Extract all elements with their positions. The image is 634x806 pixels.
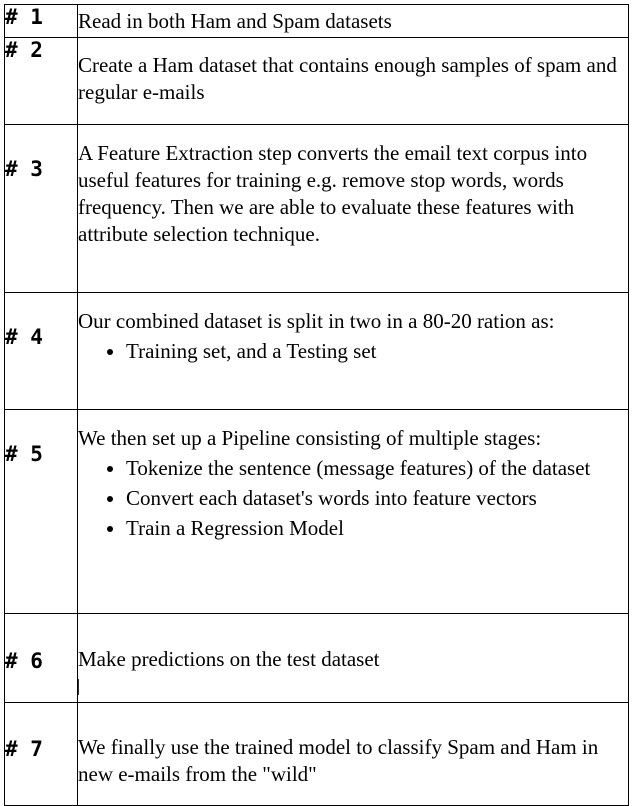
bullet-item: Train a Regression Model	[126, 515, 628, 542]
step-row-1: # 1 Read in both Ham and Spam datasets	[4, 4, 629, 38]
step-number: # 6	[4, 613, 78, 703]
step-number: # 4	[4, 292, 78, 410]
step-text: Our combined dataset is split in two in …	[78, 309, 555, 333]
step-text: We then set up a Pipeline consisting of …	[78, 426, 542, 450]
step-row-5: # 5 We then set up a Pipeline consisting…	[4, 409, 629, 614]
step-text: Make predictions on the test dataset	[78, 647, 380, 671]
step-row-2: # 2 Create a Ham dataset that contains e…	[4, 37, 629, 125]
step-description: A Feature Extraction step converts the e…	[77, 124, 629, 293]
bullet-item: Tokenize the sentence (message features)…	[126, 455, 628, 482]
step-description: Read in both Ham and Spam datasets	[77, 4, 629, 38]
step-description: We finally use the trained model to clas…	[77, 702, 629, 806]
bullet-item: Convert each dataset's words into featur…	[126, 485, 628, 512]
step-row-6: # 6 Make predictions on the test dataset	[4, 613, 629, 703]
step-description: Our combined dataset is split in two in …	[77, 292, 629, 410]
step-row-7: # 7 We finally use the trained model to …	[4, 702, 629, 806]
step-number: # 5	[4, 409, 78, 614]
step-number: # 1	[4, 4, 78, 38]
bullet-list: Training set, and a Testing set	[78, 338, 628, 365]
steps-table: # 1 Read in both Ham and Spam datasets #…	[4, 4, 629, 806]
step-row-4: # 4 Our combined dataset is split in two…	[4, 292, 629, 410]
step-description: Create a Ham dataset that contains enoug…	[77, 37, 629, 125]
step-description: We then set up a Pipeline consisting of …	[77, 409, 629, 614]
step-row-3: # 3 A Feature Extraction step converts t…	[4, 124, 629, 293]
bullet-item: Training set, and a Testing set	[126, 338, 628, 365]
step-description: Make predictions on the test dataset	[77, 613, 629, 703]
step-text: Read in both Ham and Spam datasets	[78, 9, 392, 33]
step-number: # 3	[4, 124, 78, 293]
step-number: # 7	[4, 702, 78, 806]
text-cursor	[78, 679, 79, 695]
step-text: A Feature Extraction step converts the e…	[78, 141, 588, 246]
step-text: We finally use the trained model to clas…	[78, 735, 599, 786]
step-text: Create a Ham dataset that contains enoug…	[78, 53, 617, 104]
bullet-list: Tokenize the sentence (message features)…	[78, 455, 628, 542]
step-number: # 2	[4, 37, 78, 125]
